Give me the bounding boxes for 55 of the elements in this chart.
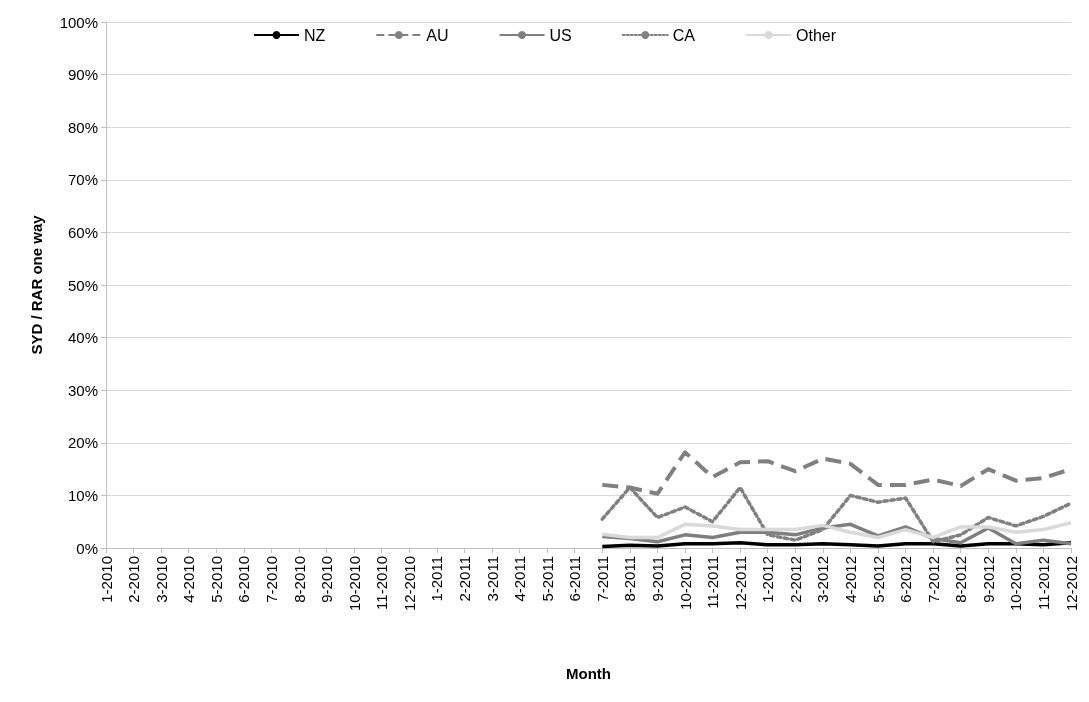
y-tick-label: 80% [67, 118, 98, 136]
x-tick-label: 7-2010 [262, 556, 280, 603]
x-axis-title: Month [566, 665, 611, 682]
x-tick-label: 9-2010 [318, 556, 336, 603]
y-tick-label: 70% [67, 171, 98, 189]
x-tick-label: 1-2012 [759, 556, 777, 603]
legend-label: Other [796, 26, 837, 44]
y-tick-label: 20% [67, 434, 98, 452]
x-tick-label: 12-2010 [400, 556, 418, 612]
x-tick-label: 8-2011 [621, 556, 639, 602]
x-tick-label: 3-2011 [483, 556, 501, 602]
y-tick-label: 100% [59, 13, 98, 31]
x-tick-label: 8-2010 [290, 556, 308, 603]
x-tick-label: 10-2011 [676, 556, 694, 610]
x-tick-label: 8-2012 [952, 556, 970, 603]
x-tick-label: 12-2012 [1062, 556, 1080, 612]
y-tick-label: 40% [67, 329, 98, 347]
x-tick-label: 5-2012 [869, 556, 887, 603]
x-tick-label: 10-2012 [1007, 556, 1025, 612]
x-tick-label: 9-2012 [979, 556, 997, 603]
x-tick-label: 6-2012 [897, 556, 915, 603]
x-tick-label: 7-2012 [924, 556, 942, 603]
x-tick-label: 2-2012 [786, 556, 804, 603]
y-tick-label: 10% [67, 486, 98, 504]
x-tick-label: 3-2010 [152, 556, 170, 603]
x-tick-label: 10-2010 [345, 556, 363, 612]
line-series [600, 521, 1073, 540]
x-tick-label: 3-2012 [814, 556, 832, 603]
x-tick-label: 2-2010 [125, 556, 143, 603]
x-tick-label: 4-2010 [180, 556, 198, 603]
x-tick-label: 12-2011 [731, 556, 749, 610]
x-tick-label: 7-2011 [593, 556, 611, 602]
x-tick-label: 11-2011 [704, 556, 722, 609]
x-tick-label: 1-2011 [428, 556, 446, 602]
x-tick-label: 1-2010 [97, 556, 115, 603]
x-tick-label: 4-2012 [841, 556, 859, 603]
y-tick-label: 0% [76, 539, 98, 557]
legend-label: AU [426, 26, 449, 44]
legend-label: US [549, 26, 572, 44]
legend-label: NZ [303, 26, 326, 44]
y-tick-label: 50% [67, 276, 98, 294]
x-tick-label: 2-2011 [455, 556, 473, 602]
y-tick-label: 90% [67, 66, 98, 84]
y-tick-label: 30% [67, 381, 98, 399]
y-tick-label: 60% [67, 223, 98, 241]
y-axis-title: SYD / RAR one way [28, 214, 45, 355]
x-tick-label: 4-2011 [511, 556, 529, 602]
legend-label: CA [672, 26, 696, 44]
x-tick-label: 5-2010 [207, 556, 225, 603]
x-tick-label: 11-2012 [1034, 556, 1052, 610]
x-tick-label: 5-2011 [538, 556, 556, 602]
x-tick-label: 11-2010 [373, 556, 391, 610]
x-tick-label: 6-2011 [566, 556, 584, 602]
x-tick-label: 9-2011 [648, 556, 666, 602]
x-tick-label: 6-2010 [235, 556, 253, 603]
